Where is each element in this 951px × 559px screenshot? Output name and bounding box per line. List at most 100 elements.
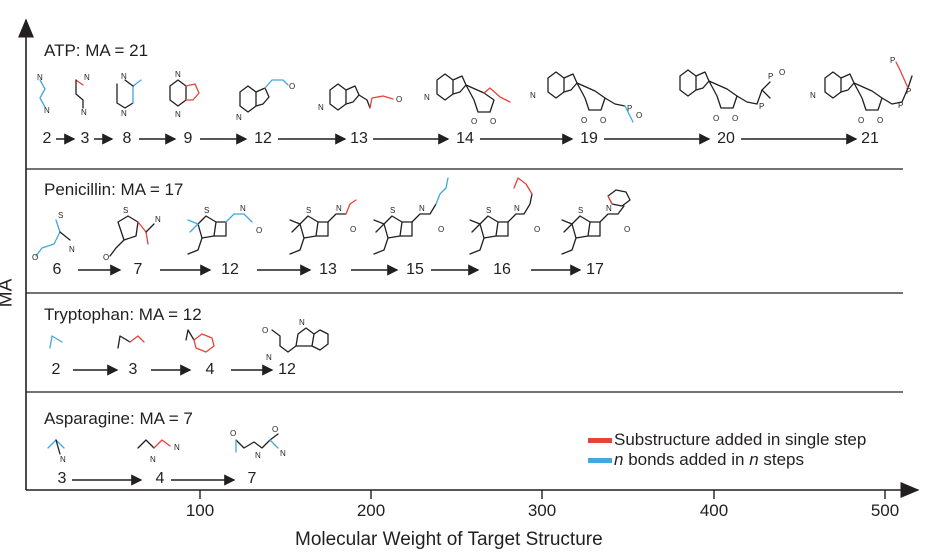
svg-text:O: O [600, 116, 606, 125]
x-tick-marks [199, 490, 886, 499]
svg-text:N: N [155, 215, 161, 224]
svg-text:N: N [318, 103, 324, 112]
atp-structure-19: N P O O O [530, 71, 642, 125]
svg-text:O: O [779, 68, 785, 77]
svg-text:N: N [60, 455, 66, 464]
penicillin-structure-15: S N O [373, 177, 449, 255]
svg-text:O: O [581, 116, 587, 125]
legend-n-bonds-mid: bonds added in [623, 450, 750, 469]
penicillin-structure-13: S N O [289, 199, 357, 255]
atp-step-number: 8 [122, 130, 132, 147]
svg-text:O: O [32, 253, 38, 262]
x-tick-label: 400 [699, 501, 729, 520]
svg-text:O: O [230, 429, 236, 438]
atp-step-number: 21 [861, 130, 879, 147]
svg-text:N: N [175, 70, 181, 79]
svg-text:O: O [289, 82, 295, 91]
svg-text:O: O [858, 116, 864, 125]
svg-text:O: O [471, 117, 477, 126]
legend-n-variable-2: n [749, 450, 759, 469]
atp-step-number: 14 [456, 130, 474, 147]
panel-dividers [26, 168, 903, 393]
svg-text:N: N [336, 204, 342, 213]
svg-text:N: N [299, 318, 305, 327]
atp-step-number: 13 [350, 130, 368, 147]
svg-text:S: S [578, 206, 583, 215]
penicillin-step-number: 15 [406, 261, 424, 278]
blue-swatch-icon [588, 458, 612, 464]
atp-step-number: 9 [183, 130, 193, 147]
svg-text:S: S [204, 206, 209, 215]
svg-text:N: N [419, 204, 425, 213]
svg-text:S: S [58, 211, 63, 220]
legend-n-bonds: n bonds added in n steps [588, 450, 804, 470]
atp-structure-3: N N [75, 73, 90, 117]
svg-text:O: O [438, 225, 444, 234]
atp-step-number: 19 [580, 130, 598, 147]
svg-text:O: O [732, 114, 738, 123]
asparagine-step-number: 4 [155, 470, 165, 487]
tryptophan-step-number: 4 [205, 361, 215, 378]
step-arrows [56, 133, 858, 486]
svg-text:O: O [350, 225, 356, 234]
svg-text:N: N [121, 72, 127, 81]
tryptophan-structure-12: O N N [262, 318, 329, 362]
svg-text:N: N [240, 204, 246, 213]
penicillin-structure-12: S N O [187, 204, 262, 255]
svg-text:N: N [280, 449, 286, 458]
penicillin-step-number: 13 [319, 261, 337, 278]
svg-text:O: O [713, 114, 719, 123]
x-tick-label: 200 [356, 501, 386, 520]
atp-structure-14: N O O [424, 73, 511, 126]
svg-text:P: P [759, 102, 764, 111]
panel-title-atp: ATP: MA = 21 [44, 41, 149, 60]
penicillin-step-number: 12 [221, 261, 239, 278]
penicillin-structure-6: S N O [32, 211, 75, 262]
legend-substructure: Substructure added in single step [588, 430, 866, 450]
svg-text:O: O [262, 326, 268, 335]
svg-text:N: N [606, 204, 612, 213]
atp-structure-9: N N [169, 70, 200, 119]
tryptophan-step-number: 12 [278, 361, 296, 378]
svg-text:N: N [84, 73, 90, 82]
svg-text:P: P [768, 72, 773, 81]
legend-n-bonds-end: steps [758, 450, 805, 469]
svg-text:N: N [44, 106, 50, 115]
svg-text:O: O [256, 226, 262, 235]
penicillin-structure-16: S N O [469, 177, 540, 255]
tryptophan-structure-2 [49, 335, 63, 349]
svg-text:O: O [103, 253, 109, 262]
svg-text:S: S [306, 206, 311, 215]
atp-step-number: 2 [42, 130, 52, 147]
svg-text:O: O [877, 116, 883, 125]
x-tick-label: 500 [870, 501, 900, 520]
svg-text:P: P [890, 56, 895, 65]
svg-text:N: N [150, 455, 156, 464]
atp-structure-2: N N [37, 73, 50, 115]
penicillin-step-number: 16 [493, 261, 511, 278]
svg-text:O: O [624, 225, 630, 234]
atp-structure-12: O N [236, 79, 295, 122]
svg-text:N: N [514, 204, 520, 213]
panel-title-penicillin: Penicillin: MA = 17 [44, 180, 184, 199]
atp-step-number: 12 [254, 130, 272, 147]
svg-text:S: S [123, 206, 128, 215]
x-axis-label: Molecular Weight of Target Structure [295, 529, 603, 550]
penicillin-structure-17: S N O [561, 189, 631, 255]
tryptophan-step-number: 3 [128, 361, 138, 378]
legend-n-variable: n [614, 450, 624, 469]
svg-text:O: O [534, 225, 540, 234]
tryptophan-step-number: 2 [51, 361, 61, 378]
red-swatch-icon [588, 438, 612, 444]
panel-title-asparagine: Asparagine: MA = 7 [44, 409, 193, 428]
atp-structure-8: N N [116, 72, 142, 118]
atp-step-number: 20 [717, 130, 735, 147]
penicillin-step-number: 6 [52, 261, 62, 278]
penicillin-structure-7: S N O [103, 206, 161, 262]
svg-text:P: P [906, 87, 911, 96]
svg-text:N: N [174, 443, 180, 452]
svg-text:S: S [390, 206, 395, 215]
svg-text:N: N [810, 91, 816, 100]
svg-text:N: N [424, 93, 430, 102]
